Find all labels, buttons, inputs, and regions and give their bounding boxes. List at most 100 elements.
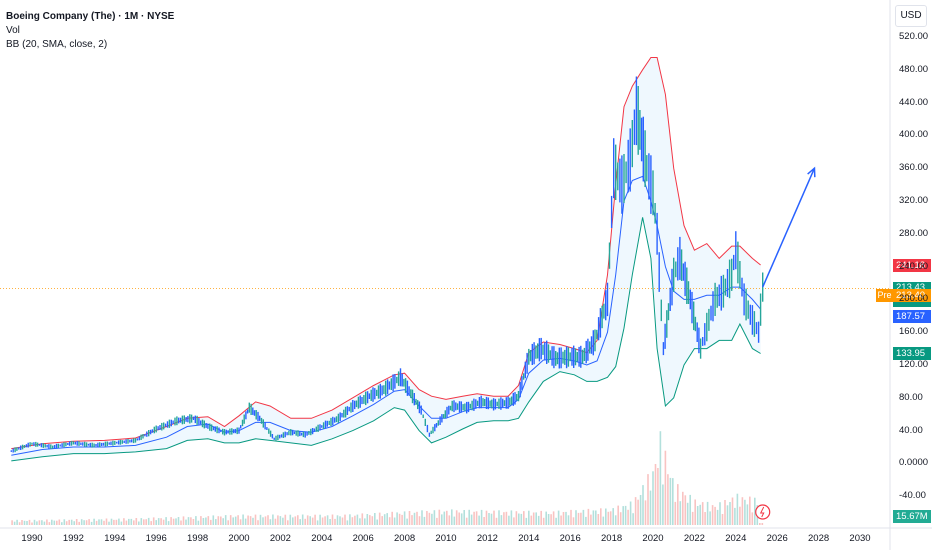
x-tick-label: 2008 <box>394 533 416 544</box>
volume-bar <box>714 506 716 525</box>
volume-bar <box>567 515 570 525</box>
volume-bar <box>570 509 572 525</box>
volume-bar <box>93 518 95 525</box>
volume-bar <box>532 512 535 525</box>
volume-bar <box>244 518 247 525</box>
volume-bar <box>100 519 103 525</box>
volume-bar <box>272 514 274 525</box>
volume-bar <box>152 517 155 525</box>
volume-bar <box>78 521 80 525</box>
volume-bar <box>505 511 508 525</box>
volume-bar <box>480 509 483 525</box>
volume-bar <box>729 502 731 525</box>
volume-bar <box>465 517 468 525</box>
volume-bar <box>679 501 682 525</box>
volume-bar <box>609 511 612 525</box>
volume-bar <box>239 519 242 525</box>
x-tick-label: 1996 <box>145 533 167 544</box>
volume-bar <box>374 513 376 525</box>
volume-bar <box>98 519 100 525</box>
volume-bar <box>562 512 565 525</box>
volume-bar <box>297 515 299 525</box>
volume-bar <box>709 511 711 525</box>
x-tick-label: 2010 <box>435 533 457 544</box>
volume-bar <box>90 521 93 525</box>
volume-bar <box>43 521 46 525</box>
volume-bar <box>354 515 356 525</box>
volume-bar <box>232 517 234 525</box>
volume-bar <box>759 523 761 525</box>
volume-bar <box>592 510 595 525</box>
volume-bar <box>314 514 316 525</box>
volume-bar <box>202 518 205 525</box>
volume-bar <box>619 512 622 525</box>
volume-indicator-label[interactable]: Vol <box>6 25 20 36</box>
x-tick-label: 2018 <box>601 533 623 544</box>
bb-lower-price-badge: 133.95 <box>893 347 931 361</box>
lightning-icon <box>759 506 765 518</box>
volume-bar <box>627 509 629 525</box>
volume-bar <box>210 519 212 525</box>
volume-bar <box>292 517 294 525</box>
volume-bar <box>644 500 647 525</box>
volume-bar <box>259 514 262 525</box>
volume-bar <box>664 450 667 525</box>
volume-bar <box>413 512 416 525</box>
volume-bar <box>341 517 344 525</box>
bb-upper-price-badge: 241.18 <box>893 259 931 273</box>
symbol-title[interactable]: Boeing Company (The) · 1M · NYSE <box>6 11 175 22</box>
volume-bar <box>458 512 460 525</box>
volume-bar <box>215 519 217 525</box>
volume-bar <box>376 519 378 525</box>
volume-bar <box>257 520 259 525</box>
volume-bar <box>170 517 172 525</box>
bollinger-indicator-label[interactable]: BB (20, SMA, close, 2) <box>6 39 108 50</box>
volume-bar <box>364 518 366 525</box>
volume-bar <box>577 512 580 525</box>
volume-bar <box>143 519 145 525</box>
volume-bar <box>602 516 605 525</box>
volume-bar <box>438 509 441 525</box>
volume-bar <box>48 522 51 525</box>
volume-bar <box>674 501 677 525</box>
volume-bar <box>443 511 446 525</box>
volume-bar <box>595 510 597 525</box>
volume-bar <box>217 516 220 525</box>
volume-bar <box>446 510 448 525</box>
volume-bar <box>624 505 627 525</box>
volume-bar <box>734 507 736 525</box>
currency-button[interactable]: USD <box>895 5 927 27</box>
volume-bar <box>299 519 301 525</box>
volume-bar <box>451 509 453 525</box>
volume-bar <box>560 515 562 525</box>
x-tick-label: 2004 <box>311 533 333 544</box>
volume-bar <box>321 517 324 525</box>
volume-bar <box>691 511 694 525</box>
y-tick-label: 80.00 <box>899 391 923 403</box>
volume-bar <box>58 519 61 525</box>
volume-bar <box>254 514 257 525</box>
earnings-event-icon <box>755 504 771 520</box>
volume-bar <box>277 515 279 525</box>
volume-bar <box>622 506 624 525</box>
volume-bar <box>381 516 383 525</box>
volume-bar <box>500 515 503 525</box>
volume-bar <box>26 521 28 525</box>
volume-bar <box>433 510 436 525</box>
volume-bar <box>550 514 552 525</box>
volume-bar <box>247 515 249 525</box>
x-tick-label: 1998 <box>187 533 209 544</box>
volume-bar <box>177 517 180 525</box>
volume-bar <box>694 499 696 525</box>
y-tick-label: 360.00 <box>899 162 929 174</box>
volume-bar <box>632 513 634 525</box>
x-tick-label: 2020 <box>642 533 664 544</box>
volume-bar <box>741 497 744 525</box>
volume-bar <box>220 516 222 525</box>
volume-bar <box>361 513 364 525</box>
volume-bar <box>721 514 724 525</box>
volume-bar <box>326 515 329 525</box>
volume-bar <box>520 513 523 525</box>
